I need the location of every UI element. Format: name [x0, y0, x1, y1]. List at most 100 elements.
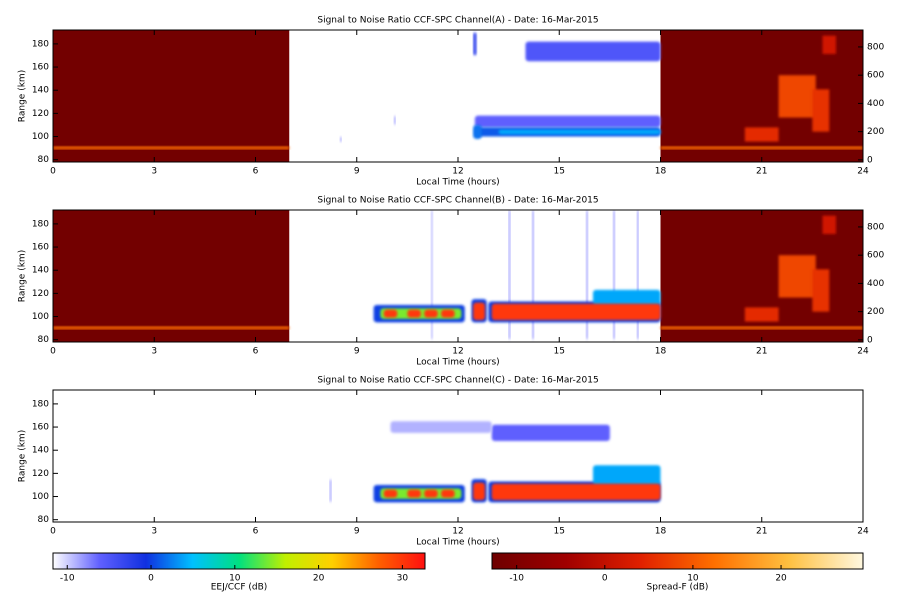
x-tick-label: 18	[655, 347, 667, 357]
x-tick-label: 9	[354, 167, 360, 177]
colorbar-tick-label: 0	[148, 574, 154, 584]
x-tick-label: 0	[50, 347, 56, 357]
y2-tick-label: 0	[867, 155, 873, 165]
x-tick-label: 12	[452, 527, 463, 537]
spread-f-echo	[822, 215, 836, 234]
colorbar-tick-label: -10	[509, 574, 524, 584]
y-tick-label: 160	[32, 423, 49, 433]
x-tick-label: 3	[151, 347, 157, 357]
x-tick-label: 18	[655, 167, 667, 177]
x-tick-label: 21	[756, 347, 767, 357]
plot-area	[329, 421, 661, 503]
y-tick-label: 120	[32, 469, 49, 479]
x-tick-label: 24	[857, 527, 869, 537]
y-tick-label: 80	[38, 335, 50, 345]
colorbar-tick-label: 20	[313, 574, 325, 584]
spread-f-echo	[660, 326, 863, 330]
eej-echo	[424, 309, 438, 318]
colorbar	[491, 552, 864, 570]
eej-echo	[424, 489, 438, 498]
spread-f-echo	[778, 75, 816, 118]
eej-echo	[473, 124, 482, 139]
x-tick-label: 0	[50, 167, 56, 177]
y2-tick-label: 0	[867, 335, 873, 345]
eej-echo	[473, 482, 485, 500]
x-tick-label: 12	[452, 347, 463, 357]
eej-echo	[473, 302, 485, 320]
plot-area	[53, 30, 863, 162]
y2-tick-label: 400	[867, 279, 884, 289]
eej-echo	[339, 136, 342, 143]
y-axis-label: Range (km)	[18, 70, 28, 122]
colorbar-tick-label: 10	[687, 574, 699, 584]
eej-echo	[473, 32, 477, 56]
colorbar-tick-label: 20	[775, 574, 787, 584]
spread-f-echo	[53, 146, 290, 150]
y-tick-label: 180	[32, 219, 49, 229]
spread-f-echo	[744, 307, 779, 322]
eej-echo	[491, 483, 661, 500]
panel-title: Signal to Noise Ratio CCF-SPC Channel(A)…	[317, 16, 598, 26]
x-tick-label: 6	[253, 167, 259, 177]
y-tick-label: 180	[32, 399, 49, 409]
panel-title: Signal to Noise Ratio CCF-SPC Channel(C)…	[317, 376, 598, 386]
colorbar-tick-label: 30	[397, 574, 409, 584]
x-tick-label: 9	[354, 347, 360, 357]
eej-echo	[407, 489, 421, 498]
eej-echo	[498, 129, 661, 135]
y-tick-label: 140	[32, 86, 49, 96]
x-tick-label: 18	[655, 527, 667, 537]
eej-echo	[525, 41, 661, 62]
spread-f-echo	[660, 146, 863, 150]
y-tick-label: 100	[32, 132, 49, 142]
y2-tick-label: 200	[867, 307, 884, 317]
y-axis-label: Range (km)	[18, 250, 28, 302]
colorbar	[52, 552, 426, 570]
plot-area	[53, 210, 863, 342]
y-tick-label: 140	[32, 446, 49, 456]
y2-tick-label: 800	[867, 42, 884, 52]
x-axis-label: Local Time (hours)	[416, 538, 499, 548]
eej-echo	[393, 115, 396, 125]
x-tick-label: 6	[253, 527, 259, 537]
y-tick-label: 80	[38, 155, 50, 165]
x-tick-label: 21	[756, 167, 767, 177]
x-axis-label: Local Time (hours)	[416, 358, 499, 368]
spread-f-echo	[53, 326, 290, 330]
x-tick-label: 0	[50, 527, 56, 537]
y-tick-label: 80	[38, 515, 50, 525]
eej-echo	[593, 289, 661, 305]
eej-echo	[474, 115, 661, 128]
y2-tick-label: 800	[867, 222, 884, 232]
y2-tick-label: 200	[867, 127, 884, 137]
colorbar-tick-label: -10	[60, 574, 75, 584]
y-tick-label: 120	[32, 109, 49, 119]
x-tick-label: 3	[151, 167, 157, 177]
eej-echo	[491, 424, 610, 441]
y2-tick-label: 600	[867, 71, 884, 81]
y-tick-label: 160	[32, 243, 49, 253]
spread-f-echo	[778, 255, 816, 298]
spread-f-echo	[744, 127, 779, 142]
eej-echo	[407, 309, 421, 318]
spread-f-echo	[822, 35, 836, 54]
x-tick-label: 21	[756, 527, 767, 537]
colorbar-tick-label: 0	[602, 574, 608, 584]
x-tick-label: 15	[554, 347, 565, 357]
eej-echo	[491, 303, 661, 320]
spread-f-echo	[812, 269, 830, 312]
eej-echo	[441, 489, 455, 498]
y-tick-label: 120	[32, 289, 49, 299]
eej-echo	[390, 421, 492, 433]
x-tick-label: 6	[253, 347, 259, 357]
x-tick-label: 12	[452, 167, 463, 177]
x-tick-label: 15	[554, 527, 565, 537]
y-tick-label: 160	[32, 63, 49, 73]
y-tick-label: 100	[32, 492, 49, 502]
x-tick-label: 3	[151, 527, 157, 537]
eej-echo	[441, 309, 455, 318]
y-tick-label: 180	[32, 39, 49, 49]
eej-echo	[383, 489, 398, 498]
spread-f-echo	[53, 210, 290, 342]
